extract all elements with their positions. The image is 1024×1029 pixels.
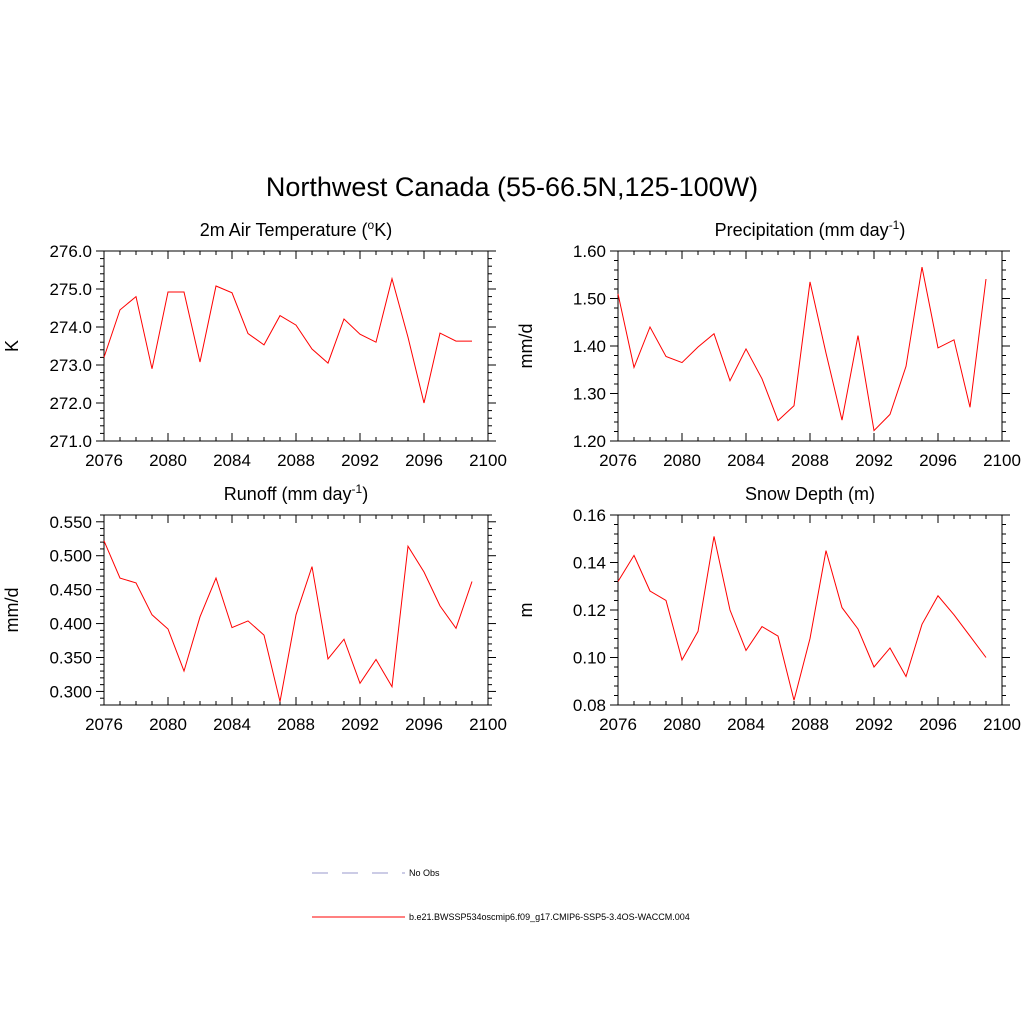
plot-frame-temperature bbox=[103, 250, 489, 442]
x-tick-label: 2096 bbox=[405, 451, 443, 470]
x-tick-label: 2096 bbox=[405, 715, 443, 734]
y-tick-label: 0.350 bbox=[49, 649, 92, 668]
x-tick-label: 2100 bbox=[983, 715, 1021, 734]
x-tick-label: 2084 bbox=[727, 715, 765, 734]
panel-snow-depth: Snow Depth (m) m 2076 2080 2084 2088 2092 2096 2… bbox=[516, 484, 1021, 734]
x-tick-label: 2092 bbox=[341, 715, 379, 734]
y-tick-label: 0.12 bbox=[573, 601, 606, 620]
series-line-snow-depth bbox=[617, 536, 987, 701]
series-line-temperature bbox=[103, 276, 472, 404]
x-tick-label: 2088 bbox=[277, 451, 315, 470]
y-tick-label: 275.0 bbox=[49, 280, 92, 299]
x-tick-label: 2088 bbox=[791, 451, 829, 470]
x-tick-label: 2088 bbox=[277, 715, 315, 734]
y-axis-label-temperature: K bbox=[2, 340, 22, 352]
y-tick-label: 0.400 bbox=[49, 615, 92, 634]
y-axis-label-snow-depth: m bbox=[516, 603, 536, 618]
y-tick-label: 1.20 bbox=[573, 432, 606, 451]
legend-no-obs-label: No Obs bbox=[409, 868, 440, 878]
y-tick-label: 274.0 bbox=[49, 318, 92, 337]
y-axis-label-precipitation: mm/d bbox=[516, 324, 536, 369]
figure-title: Northwest Canada (55-66.5N,125-100W) bbox=[266, 172, 758, 202]
x-tick-label: 2080 bbox=[149, 715, 187, 734]
plot-frame-snow-depth bbox=[617, 514, 1003, 706]
y-tick-label: 273.0 bbox=[49, 356, 92, 375]
plot-frame-precipitation bbox=[617, 250, 1003, 442]
y-tick-label: 272.0 bbox=[49, 394, 92, 413]
y-tick-label: 0.300 bbox=[49, 682, 92, 701]
y-tick-label: 0.08 bbox=[573, 696, 606, 715]
x-tick-label: 2092 bbox=[855, 715, 893, 734]
x-tick-label: 2084 bbox=[213, 715, 251, 734]
y-tick-label: 0.550 bbox=[49, 513, 92, 532]
panel-title-precipitation: Precipitation (mm day-1) bbox=[715, 218, 906, 240]
y-tick-label: 1.40 bbox=[573, 337, 606, 356]
x-tick-label: 2092 bbox=[855, 451, 893, 470]
x-tick-label: 2088 bbox=[791, 715, 829, 734]
x-tick-label: 2092 bbox=[341, 451, 379, 470]
legend-model-label: b.e21.BWSSP534oscmip6.f09_g17.CMIP6-SSP5… bbox=[409, 912, 690, 922]
y-tick-label: 1.30 bbox=[573, 385, 606, 404]
panels: 2m Air Temperature (oK) K 2076 2080 2084 2088… bbox=[2, 218, 1021, 734]
panel-runoff: Runoff (mm day-1) mm/d 2076 2080 2084 2088 209… bbox=[2, 482, 507, 734]
x-tick-label: 2080 bbox=[663, 715, 701, 734]
x-tick-label: 2084 bbox=[727, 451, 765, 470]
y-tick-label: 0.500 bbox=[49, 547, 92, 566]
panel-precipitation: Precipitation (mm day-1) mm/d 2076 2080 2084… bbox=[516, 218, 1021, 470]
x-tick-label: 2096 bbox=[919, 451, 957, 470]
panel-title-temperature: 2m Air Temperature (oK) bbox=[200, 218, 392, 240]
y-axis-label-runoff: mm/d bbox=[2, 588, 22, 633]
x-tick-label: 2076 bbox=[85, 715, 123, 734]
y-tick-label: 0.16 bbox=[573, 506, 606, 525]
panel-title-runoff: Runoff (mm day-1) bbox=[224, 482, 368, 504]
x-tick-label: 2076 bbox=[85, 451, 123, 470]
x-tick-label: 2080 bbox=[663, 451, 701, 470]
x-tick-label: 2080 bbox=[149, 451, 187, 470]
x-tick-label: 2084 bbox=[213, 451, 251, 470]
series-line-runoff bbox=[103, 540, 473, 702]
legend: No Obs b.e21.BWSSP534oscmip6.f09_g17.CMI… bbox=[312, 868, 690, 922]
y-tick-label: 1.60 bbox=[573, 242, 606, 261]
x-tick-label: 2076 bbox=[599, 451, 637, 470]
y-tick-label: 0.14 bbox=[573, 554, 606, 573]
y-tick-label: 1.50 bbox=[573, 290, 606, 309]
x-tick-label: 2100 bbox=[469, 715, 507, 734]
y-tick-label: 276.0 bbox=[49, 242, 92, 261]
y-tick-label: 0.450 bbox=[49, 581, 92, 600]
plot-frame-runoff bbox=[103, 514, 489, 706]
x-tick-label: 2096 bbox=[919, 715, 957, 734]
x-tick-label: 2076 bbox=[599, 715, 637, 734]
panel-title-snow-depth: Snow Depth (m) bbox=[745, 484, 875, 504]
series-line-precipitation bbox=[617, 267, 987, 432]
x-tick-label: 2100 bbox=[983, 451, 1021, 470]
x-tick-label: 2100 bbox=[469, 451, 507, 470]
y-tick-label: 0.10 bbox=[573, 649, 606, 668]
panel-temperature: 2m Air Temperature (oK) K 2076 2080 2084 2088… bbox=[2, 218, 507, 470]
y-tick-label: 271.0 bbox=[49, 432, 92, 451]
